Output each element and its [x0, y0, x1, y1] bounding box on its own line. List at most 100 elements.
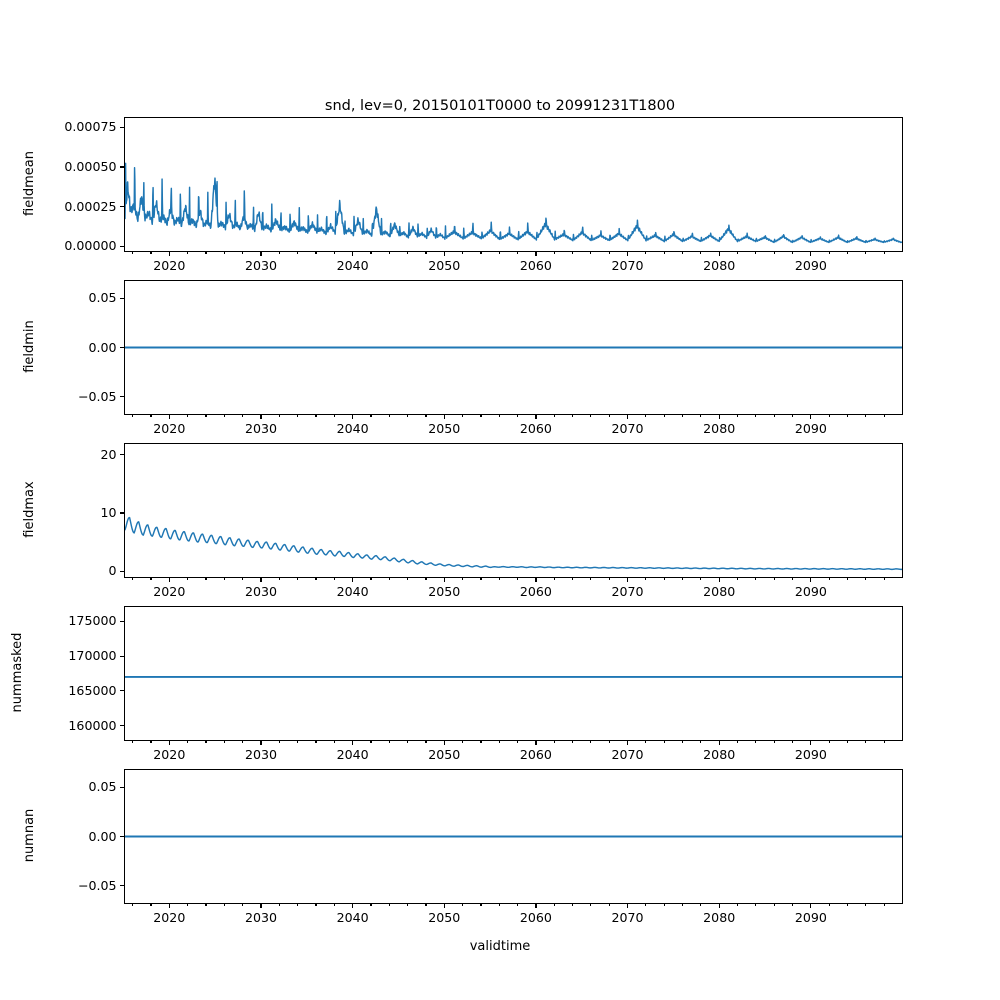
x-tick-mark-minor: [187, 578, 189, 580]
x-tick-mark-minor: [297, 741, 299, 743]
x-tick-mark-minor: [682, 741, 684, 743]
y-tick-label: 175000: [68, 613, 117, 629]
x-tick-mark-minor: [315, 252, 317, 254]
x-tick-mark: [168, 252, 170, 256]
x-tick-mark: [535, 578, 537, 582]
x-tick-mark-minor: [645, 741, 647, 743]
x-tick-mark: [718, 578, 720, 582]
x-tick-mark-minor: [682, 578, 684, 580]
x-tick-mark-minor: [150, 578, 152, 580]
y-tick-mark: [120, 454, 124, 456]
y-tick-mark: [120, 620, 124, 622]
x-tick-mark-minor: [755, 252, 757, 254]
x-tick-mark-minor: [223, 578, 225, 580]
x-tick-mark-minor: [663, 741, 665, 743]
x-tick-mark-minor: [278, 578, 280, 580]
y-tick-label: 170000: [68, 648, 117, 664]
x-tick-mark-minor: [132, 904, 134, 906]
x-tick-mark-minor: [425, 741, 427, 743]
x-tick-label: 2090: [794, 258, 827, 273]
x-tick-mark-minor: [407, 741, 409, 743]
x-tick-mark-minor: [480, 741, 482, 743]
y-tick-mark: [120, 512, 124, 514]
x-tick-mark-minor: [517, 252, 519, 254]
x-tick-mark-minor: [590, 252, 592, 254]
y-tick-label: 0.05: [88, 290, 117, 306]
x-tick-mark: [352, 741, 354, 745]
x-tick-label: 2090: [794, 421, 827, 436]
x-tick-mark-minor: [388, 578, 390, 580]
x-tick-mark-minor: [370, 904, 372, 906]
x-tick-mark-minor: [883, 578, 885, 580]
x-tick-mark-minor: [150, 904, 152, 906]
x-tick-mark-minor: [755, 415, 757, 417]
y-tick-mark: [120, 725, 124, 727]
x-tick-mark-minor: [333, 741, 335, 743]
x-tick-mark-minor: [517, 578, 519, 580]
x-tick-mark-minor: [792, 578, 794, 580]
x-tick-mark-minor: [278, 415, 280, 417]
x-tick-mark-minor: [205, 741, 207, 743]
x-tick-mark-minor: [682, 252, 684, 254]
x-tick-mark-minor: [498, 741, 500, 743]
x-tick-mark: [352, 578, 354, 582]
x-tick-mark-minor: [242, 252, 244, 254]
x-tick-mark: [260, 415, 262, 419]
x-tick-mark-minor: [150, 252, 152, 254]
y-tick-mark: [120, 655, 124, 657]
x-tick-mark-minor: [388, 904, 390, 906]
x-tick-mark: [718, 741, 720, 745]
x-tick-mark-minor: [572, 741, 574, 743]
x-tick-mark-minor: [865, 252, 867, 254]
x-tick-mark: [810, 252, 812, 256]
x-tick-mark: [352, 415, 354, 419]
x-tick-label: 2020: [153, 421, 186, 436]
x-tick-mark-minor: [223, 252, 225, 254]
x-tick-label: 2060: [519, 421, 552, 436]
x-tick-mark-minor: [480, 252, 482, 254]
x-tick-mark-minor: [407, 252, 409, 254]
data-line-numnan: [125, 770, 902, 903]
x-tick-mark-minor: [205, 415, 207, 417]
data-line-nummasked: [125, 607, 902, 740]
y-tick-mark: [120, 166, 124, 168]
x-tick-mark-minor: [773, 415, 775, 417]
x-tick-mark-minor: [223, 741, 225, 743]
x-tick-mark-minor: [425, 252, 427, 254]
x-tick-mark-minor: [480, 578, 482, 580]
x-tick-label: 2080: [703, 747, 736, 762]
x-tick-mark-minor: [590, 415, 592, 417]
axes-nummasked: [123, 606, 903, 741]
x-tick-label: 2020: [153, 910, 186, 925]
x-tick-mark: [718, 252, 720, 256]
x-tick-mark-minor: [572, 904, 574, 906]
y-tick-label: 0.00: [88, 339, 117, 355]
x-tick-mark-minor: [865, 741, 867, 743]
x-axis-label: validtime: [469, 939, 531, 954]
x-tick-mark-minor: [883, 415, 885, 417]
axes-fieldmax: [123, 443, 903, 578]
x-tick-mark: [535, 252, 537, 256]
x-tick-label: 2040: [336, 910, 369, 925]
x-tick-mark-minor: [462, 741, 464, 743]
x-tick-mark-minor: [663, 904, 665, 906]
x-tick-mark-minor: [223, 415, 225, 417]
x-tick-mark-minor: [425, 904, 427, 906]
x-tick-mark-minor: [645, 252, 647, 254]
x-tick-mark-minor: [498, 578, 500, 580]
y-tick-label: 160000: [68, 717, 117, 733]
x-tick-label: 2020: [153, 747, 186, 762]
x-tick-mark-minor: [700, 904, 702, 906]
x-tick-mark-minor: [333, 252, 335, 254]
x-tick-mark-minor: [425, 578, 427, 580]
y-tick-label: 0.00025: [64, 198, 117, 214]
x-tick-mark-minor: [883, 252, 885, 254]
y-tick-mark: [120, 690, 124, 692]
x-tick-mark: [627, 578, 629, 582]
x-tick-mark-minor: [297, 904, 299, 906]
x-tick-mark-minor: [883, 741, 885, 743]
x-tick-mark-minor: [205, 904, 207, 906]
x-tick-mark-minor: [132, 578, 134, 580]
x-tick-label: 2040: [336, 258, 369, 273]
y-tick-mark: [120, 836, 124, 838]
